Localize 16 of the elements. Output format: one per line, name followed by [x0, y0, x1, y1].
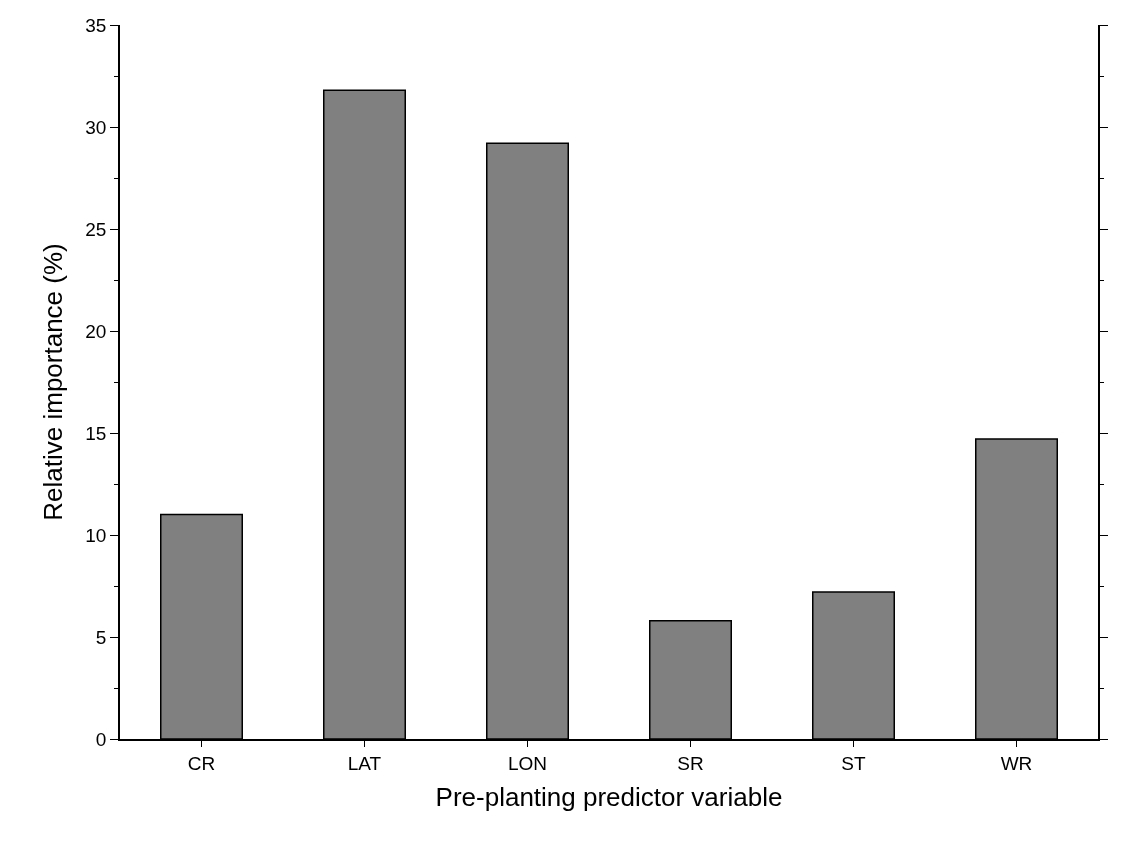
x-axis-title: Pre-planting predictor variable	[435, 781, 783, 812]
y-tick-label: 30	[85, 116, 107, 138]
x-tick-label: SR	[677, 752, 704, 774]
y-tick-label: 15	[85, 422, 107, 444]
x-tick-label: LON	[507, 752, 548, 774]
y-tick-label: 10	[85, 524, 107, 546]
y-tick-label: 25	[85, 218, 107, 240]
y-axis-title: Relative importance (%)	[38, 243, 69, 521]
y-tick-label: 20	[85, 320, 107, 342]
y-tick-label: 0	[95, 728, 107, 750]
x-tick-label: CR	[187, 752, 216, 774]
x-tick-label: ST	[841, 752, 867, 774]
x-tick-label: WR	[1000, 752, 1033, 774]
y-tick-label: 5	[95, 626, 107, 648]
y-tick-label: 35	[85, 14, 107, 36]
x-tick-label: LAT	[347, 752, 382, 774]
